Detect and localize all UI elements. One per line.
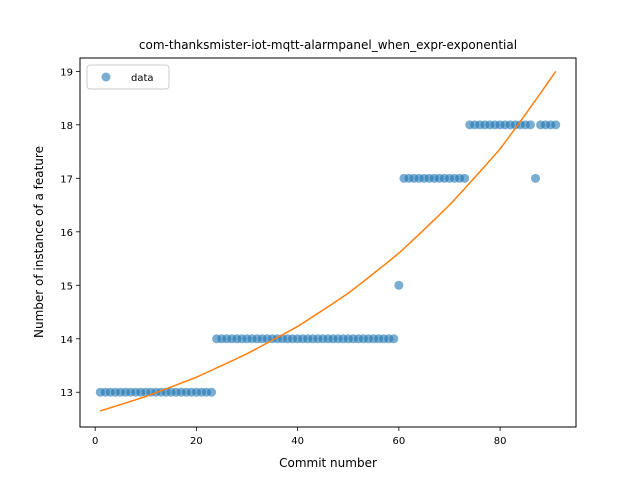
data-point: [207, 387, 217, 397]
y-tick-label: 15: [60, 281, 73, 292]
legend-entry-data: data: [131, 73, 154, 84]
data-point: [460, 173, 470, 183]
y-tick-label: 18: [60, 121, 73, 132]
plot-area: [95, 70, 561, 412]
legend-marker-data: [101, 72, 111, 82]
data-point: [551, 120, 561, 130]
y-tick-label: 19: [60, 67, 73, 78]
x-tick-label: 80: [494, 436, 507, 447]
ticks: 0 20 40 60 80 13 14 15 16 17 18 19: [60, 67, 506, 447]
y-tick-label: 14: [60, 335, 73, 346]
data-point: [525, 120, 535, 130]
x-tick-label: 40: [291, 436, 304, 447]
data-point: [389, 334, 399, 344]
data-point: [531, 173, 541, 183]
y-axis-label: Number of instance of a feature: [32, 146, 46, 338]
x-tick-label: 20: [190, 436, 203, 447]
y-tick-label: 17: [60, 174, 73, 185]
x-tick-label: 60: [392, 436, 405, 447]
x-axis-label: Commit number: [279, 456, 377, 470]
y-tick-label: 16: [60, 228, 73, 239]
legend-box: [86, 64, 170, 90]
x-tick-label: 0: [92, 436, 98, 447]
y-tick-label: 13: [60, 388, 73, 399]
axes-frame: [79, 57, 577, 428]
fit-line: [100, 70, 557, 412]
data-point: [394, 280, 404, 290]
legend: data: [86, 64, 170, 90]
chart-title: com-thanksmister-iot-mqtt-alarmpanel_whe…: [139, 38, 517, 52]
